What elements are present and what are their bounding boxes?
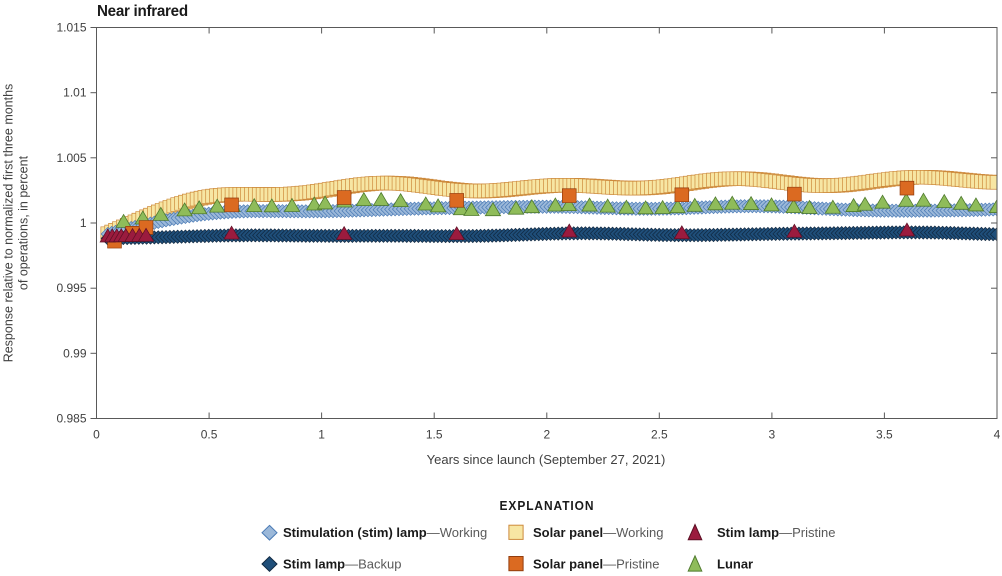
- svg-text:0: 0: [93, 428, 100, 442]
- svg-text:1.015: 1.015: [56, 21, 86, 35]
- svg-text:Solar panel—Pristine: Solar panel—Pristine: [533, 556, 659, 571]
- svg-text:2.5: 2.5: [651, 428, 668, 442]
- svg-text:0.995: 0.995: [56, 281, 86, 295]
- svg-text:3.5: 3.5: [876, 428, 893, 442]
- svg-text:1: 1: [80, 216, 87, 230]
- svg-text:1.5: 1.5: [426, 428, 443, 442]
- svg-text:Response relative to normalize: Response relative to normalized first th…: [2, 84, 16, 363]
- svg-text:1: 1: [318, 428, 325, 442]
- svg-text:of operations, in percent: of operations, in percent: [17, 155, 31, 290]
- svg-text:1.01: 1.01: [63, 86, 87, 100]
- svg-text:Years since launch (September: Years since launch (September 27, 2021): [427, 452, 666, 467]
- svg-text:Stimulation (stim) lamp—Workin: Stimulation (stim) lamp—Working: [283, 525, 487, 540]
- svg-text:EXPLANATION: EXPLANATION: [500, 499, 595, 514]
- svg-text:3: 3: [769, 428, 776, 442]
- svg-text:0.99: 0.99: [63, 346, 87, 360]
- svg-text:Lunar: Lunar: [717, 556, 753, 571]
- svg-text:Near infrared: Near infrared: [97, 3, 188, 20]
- svg-text:0.5: 0.5: [201, 428, 218, 442]
- svg-text:0.985: 0.985: [56, 412, 86, 426]
- svg-text:4: 4: [994, 428, 1001, 442]
- svg-text:Stim lamp—Backup: Stim lamp—Backup: [283, 556, 402, 571]
- svg-text:1.005: 1.005: [56, 151, 86, 165]
- svg-text:2: 2: [543, 428, 550, 442]
- svg-text:Solar panel—Working: Solar panel—Working: [533, 525, 664, 540]
- svg-text:Stim lamp—Pristine: Stim lamp—Pristine: [717, 525, 835, 540]
